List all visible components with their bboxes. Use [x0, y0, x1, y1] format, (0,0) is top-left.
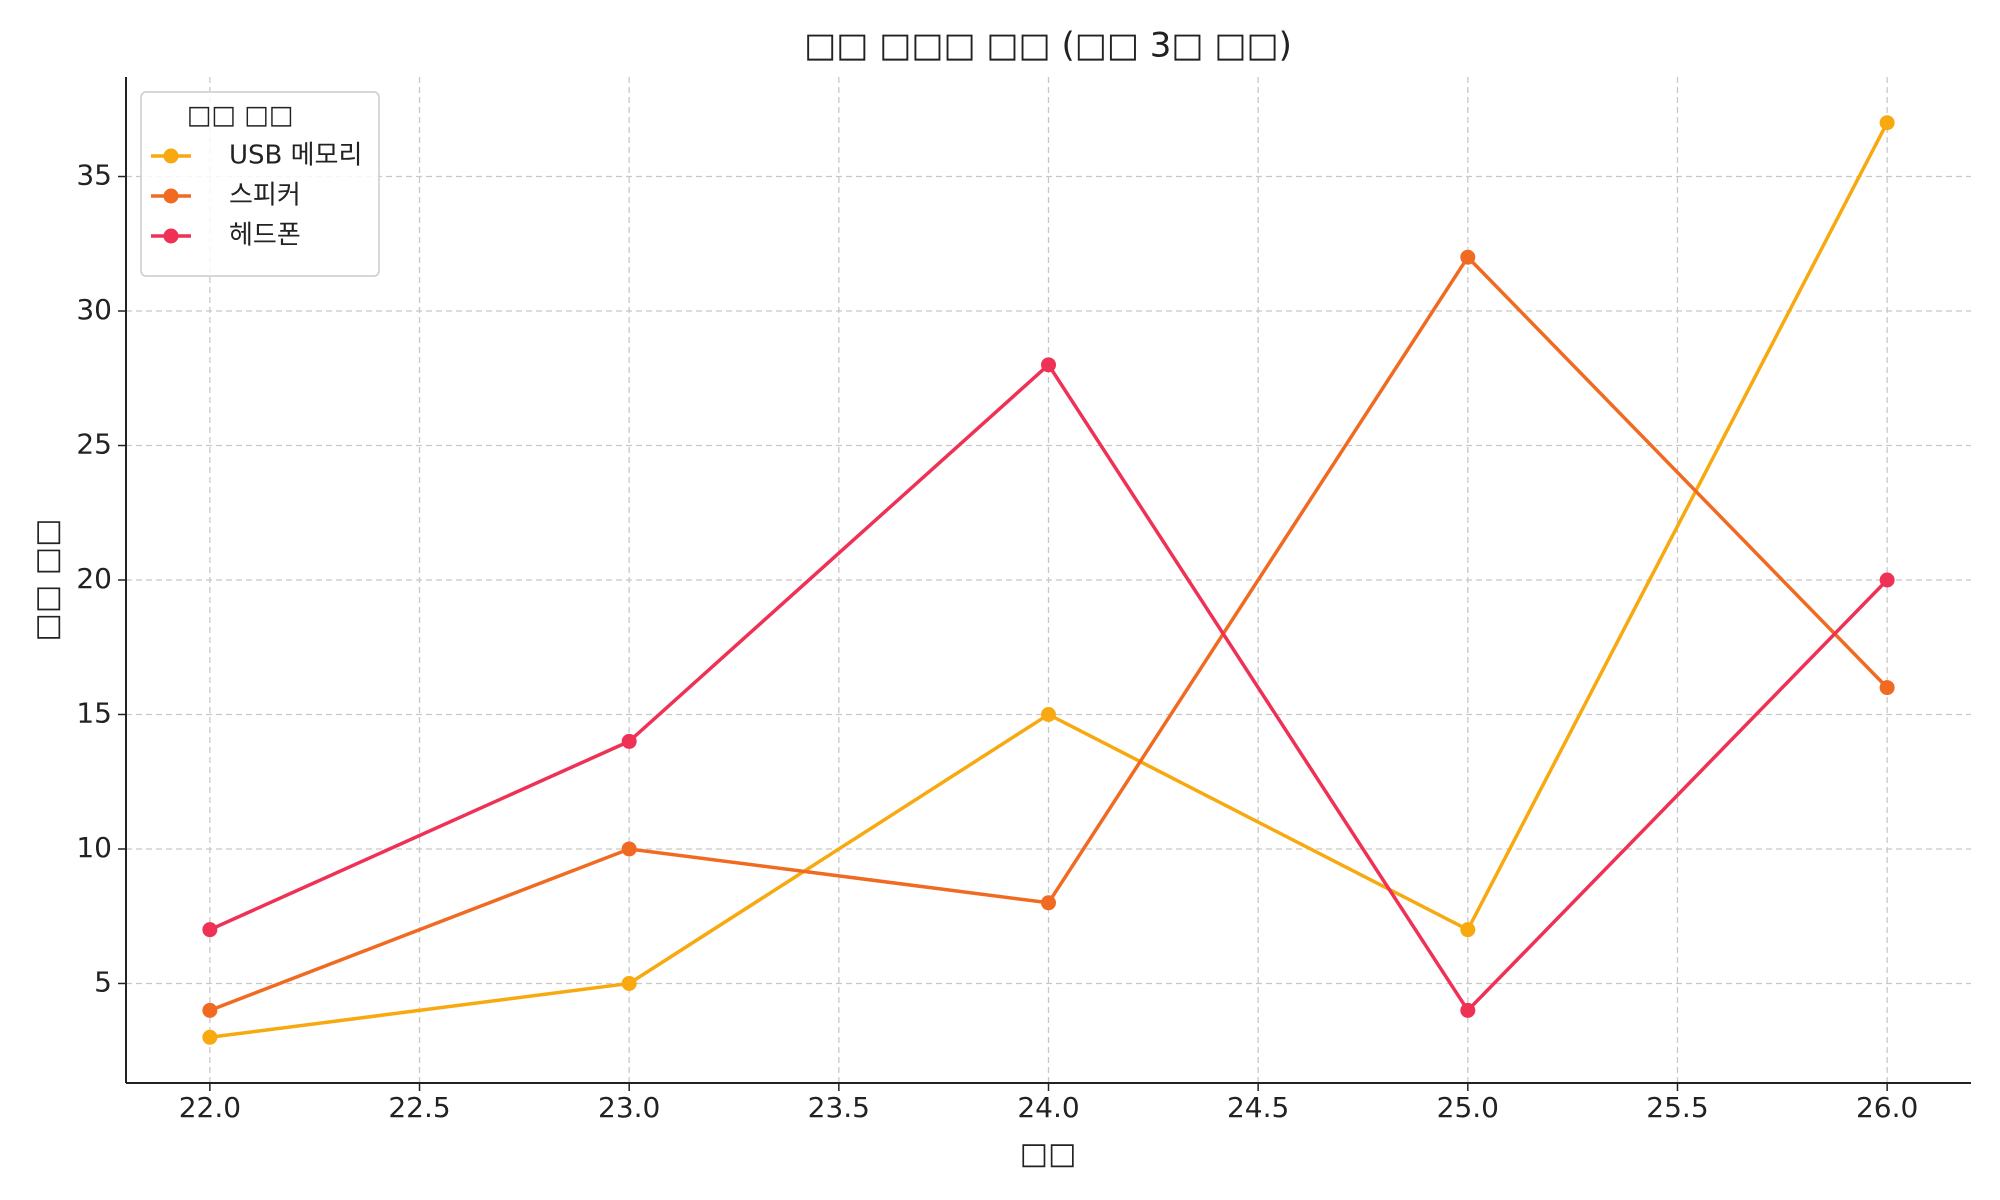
- data-point: [202, 1002, 218, 1018]
- legend-label: 스피커: [229, 181, 301, 211]
- x-tick-label: 25.0: [1437, 1091, 1499, 1124]
- legend-marker: [163, 228, 179, 244]
- data-point: [621, 975, 637, 991]
- x-tick-label: 24.0: [1017, 1091, 1079, 1124]
- y-tick-label: 25: [76, 428, 112, 461]
- x-tick-label: 26.0: [1856, 1091, 1918, 1124]
- x-tick-label: 23.5: [808, 1091, 870, 1124]
- y-tick-label: 20: [76, 562, 112, 595]
- x-tick-label: 24.5: [1227, 1091, 1289, 1124]
- data-point: [1041, 706, 1056, 722]
- y-tick-label: 15: [76, 696, 112, 729]
- y-tick-label: 10: [76, 831, 112, 864]
- data-point: [621, 841, 637, 857]
- data-point: [1460, 922, 1476, 938]
- data-point: [1041, 895, 1056, 911]
- x-tick-label: 22.5: [388, 1091, 450, 1124]
- legend-label: USB 메모리: [229, 141, 362, 171]
- data-point: [202, 922, 218, 938]
- data-point: [1879, 680, 1895, 696]
- y-axis-label: □□ □□: [30, 519, 65, 642]
- legend-title: □□ □□: [187, 101, 294, 131]
- chart-title: □□ □□□ □□ (□□ 3□ □□): [804, 26, 1292, 66]
- data-point: [1879, 115, 1895, 131]
- data-point: [202, 1029, 218, 1045]
- data-point: [1460, 1002, 1476, 1018]
- x-tick-label: 25.5: [1646, 1091, 1708, 1124]
- legend-box: [140, 91, 380, 277]
- data-point: [1041, 357, 1056, 373]
- data-point: [1879, 572, 1895, 588]
- y-tick-label: 30: [76, 293, 112, 326]
- x-tick-label: 22.0: [179, 1091, 241, 1124]
- y-tick-label: 5: [94, 965, 112, 998]
- data-point: [621, 733, 637, 749]
- data-point: [1460, 249, 1476, 265]
- legend-marker: [163, 148, 179, 164]
- x-tick-label: 23.0: [598, 1091, 660, 1124]
- legend-label: 헤드폰: [229, 221, 301, 251]
- y-tick-label: 35: [76, 159, 112, 192]
- x-axis-label: □□: [1020, 1137, 1077, 1172]
- legend-marker: [163, 188, 179, 204]
